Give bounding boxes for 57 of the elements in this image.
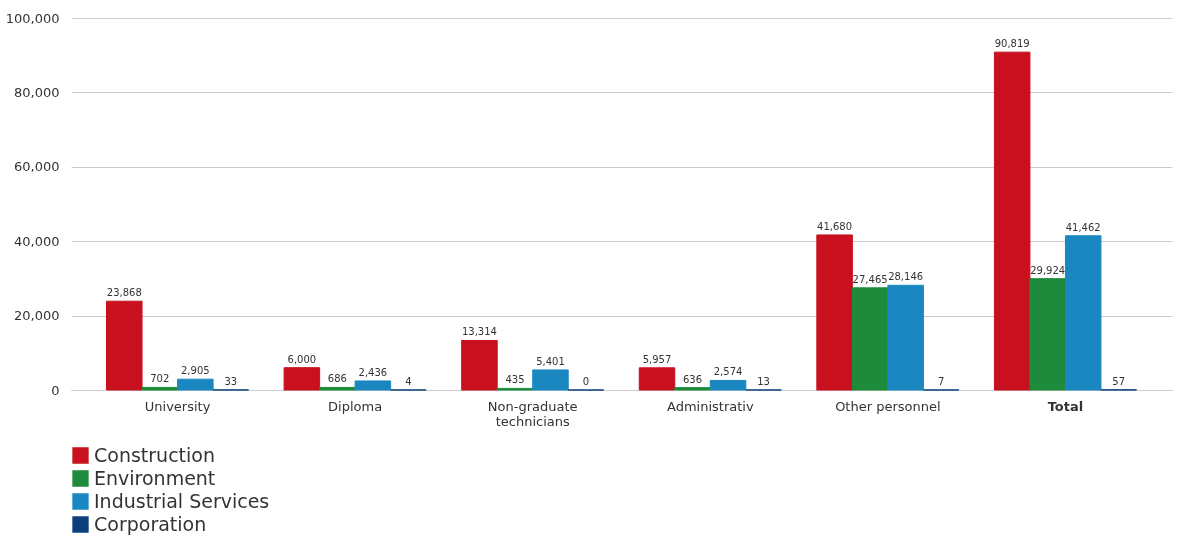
data-label: 29,924 bbox=[1030, 264, 1066, 276]
bar bbox=[816, 234, 853, 391]
x-tick-label: University bbox=[144, 398, 211, 414]
y-tick-label: 40,000 bbox=[14, 233, 60, 249]
bar bbox=[993, 51, 1031, 391]
x-tick-label: Administrativ bbox=[666, 398, 754, 414]
y-tick-label: 60,000 bbox=[14, 159, 60, 175]
bar bbox=[1029, 278, 1066, 391]
data-label: 13 bbox=[757, 375, 770, 387]
data-label: 5,957 bbox=[642, 353, 672, 365]
y-tick-label: 100,000 bbox=[5, 10, 60, 26]
y-tick-label: 20,000 bbox=[14, 308, 60, 324]
data-label: 686 bbox=[327, 373, 347, 385]
data-label: 435 bbox=[505, 374, 525, 386]
data-label: 57 bbox=[1112, 375, 1126, 387]
data-label: 23,868 bbox=[106, 287, 142, 299]
data-label: 5,401 bbox=[536, 355, 565, 367]
data-label: 28,146 bbox=[888, 271, 924, 283]
data-label: 2,905 bbox=[180, 365, 210, 377]
data-label: 41,680 bbox=[817, 220, 853, 232]
bar bbox=[638, 367, 676, 391]
data-label: 2,574 bbox=[713, 366, 743, 378]
data-label: 0 bbox=[582, 376, 590, 387]
bar bbox=[319, 386, 356, 391]
legend-label: Environment bbox=[94, 466, 216, 489]
bar bbox=[709, 379, 747, 391]
legend-label: Industrial Services bbox=[94, 489, 270, 512]
data-label: 41,462 bbox=[1065, 221, 1101, 233]
data-label: 636 bbox=[682, 373, 703, 385]
bar bbox=[283, 367, 321, 391]
bar bbox=[141, 386, 179, 391]
bar bbox=[532, 369, 569, 391]
y-tick-label: 80,000 bbox=[14, 84, 60, 100]
data-label: 27,465 bbox=[852, 273, 888, 285]
data-label: 33 bbox=[224, 375, 238, 387]
bar bbox=[354, 380, 392, 391]
data-label: 4 bbox=[405, 375, 412, 387]
bar bbox=[851, 287, 889, 391]
bar bbox=[177, 378, 214, 391]
x-tick-label: Non-graduate technicians bbox=[487, 398, 578, 429]
data-label: 13,314 bbox=[461, 326, 497, 338]
bar bbox=[106, 300, 143, 391]
x-tick-label: Diploma bbox=[328, 398, 383, 414]
legend-label: Construction bbox=[94, 443, 215, 466]
legend-label: Corporation bbox=[94, 512, 207, 535]
bar bbox=[461, 339, 498, 391]
data-label: 2,436 bbox=[358, 366, 388, 378]
data-label: 6,000 bbox=[287, 353, 317, 365]
data-label: 7 bbox=[937, 375, 945, 387]
data-label: 702 bbox=[150, 373, 170, 385]
x-tick-label: Other personnel bbox=[835, 398, 941, 414]
bar bbox=[887, 284, 924, 391]
x-tick-label: Total bbox=[1047, 398, 1084, 414]
data-label: 90,819 bbox=[994, 38, 1030, 50]
bar bbox=[674, 387, 711, 391]
y-tick-label: 0 bbox=[51, 382, 60, 398]
bar bbox=[1064, 235, 1102, 391]
